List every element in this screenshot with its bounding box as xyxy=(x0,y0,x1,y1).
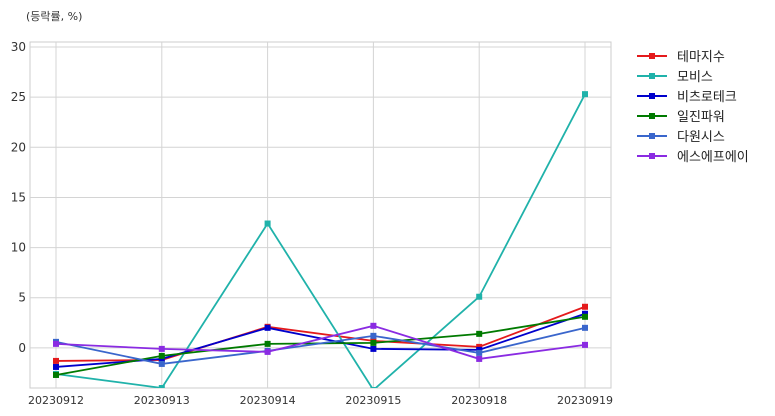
grid xyxy=(29,41,612,389)
series-line xyxy=(55,326,586,365)
data-point xyxy=(582,310,588,317)
data-point xyxy=(370,345,377,352)
data-point xyxy=(370,387,377,388)
series-layer xyxy=(53,91,588,388)
data-point xyxy=(370,339,377,346)
data-point xyxy=(264,340,271,347)
series-line xyxy=(55,305,586,362)
y-tick-label: 20 xyxy=(11,140,26,154)
legend-item: 테마지수 xyxy=(637,50,725,65)
legend-item: 다원시스 xyxy=(637,130,725,145)
data-point xyxy=(53,357,59,364)
data-point xyxy=(53,371,59,378)
data-point xyxy=(158,385,165,388)
data-point xyxy=(476,349,483,356)
x-tick-label: 20230919 xyxy=(557,394,613,407)
series-line xyxy=(55,93,586,388)
legend-label: 다원시스 xyxy=(677,130,725,145)
legend-swatch-marker xyxy=(649,133,655,139)
x-tick-label: 20230918 xyxy=(451,394,507,407)
legend-item: 모비스 xyxy=(637,70,713,85)
data-point xyxy=(582,313,588,320)
axes: 0 5 10 15 20 25 30 20230912 20230913 20230914 2023… xyxy=(11,40,613,407)
x-tick-label: 20230913 xyxy=(134,394,190,407)
data-point xyxy=(53,340,59,347)
data-point xyxy=(158,355,165,362)
data-point xyxy=(582,324,588,331)
y-tick-label: 5 xyxy=(18,291,26,305)
legend-label: 모비스 xyxy=(677,70,713,85)
data-point xyxy=(264,324,271,331)
data-point xyxy=(264,220,271,227)
legend-label: 비츠로테크 xyxy=(677,90,737,105)
data-point xyxy=(158,352,165,359)
y-tick-label: 15 xyxy=(11,190,26,204)
data-point xyxy=(370,332,377,339)
data-point xyxy=(264,348,271,355)
data-point xyxy=(476,293,483,300)
data-point xyxy=(53,363,59,370)
legend-label: 테마지수 xyxy=(677,50,725,65)
legend-swatch-marker xyxy=(649,113,655,119)
plot-frame xyxy=(29,41,612,389)
legend-swatch-marker xyxy=(649,93,655,99)
legend-item: 비츠로테크 xyxy=(637,90,737,105)
y-tick-label: 25 xyxy=(11,90,26,104)
y-tick-label: 10 xyxy=(11,241,26,255)
x-tick-label: 20230912 xyxy=(28,394,84,407)
legend-label: 에스에프에이 xyxy=(677,150,749,165)
data-point xyxy=(370,322,377,329)
legend-label: 일진파워 xyxy=(677,110,725,125)
data-point xyxy=(582,91,588,98)
y-tick-label: 0 xyxy=(18,341,26,355)
data-point xyxy=(476,343,483,350)
legend-item: 일진파워 xyxy=(637,110,725,125)
data-point xyxy=(158,360,165,367)
legend-swatch-marker xyxy=(649,53,655,59)
x-tick-label: 20230914 xyxy=(240,394,296,407)
y-unit-label: (등락률, %) xyxy=(26,10,83,23)
data-point xyxy=(582,303,588,310)
series-line xyxy=(55,324,586,360)
legend-swatch-marker xyxy=(649,153,655,159)
data-point xyxy=(476,355,483,362)
data-point xyxy=(582,341,588,348)
x-tick-label: 20230915 xyxy=(345,394,401,407)
data-point xyxy=(476,346,483,353)
series-5 xyxy=(53,322,588,362)
legend-item: 에스에프에이 xyxy=(637,150,749,165)
data-point xyxy=(476,330,483,337)
legend-swatch-marker xyxy=(649,73,655,79)
data-point xyxy=(158,345,165,352)
y-tick-label: 30 xyxy=(11,40,26,54)
